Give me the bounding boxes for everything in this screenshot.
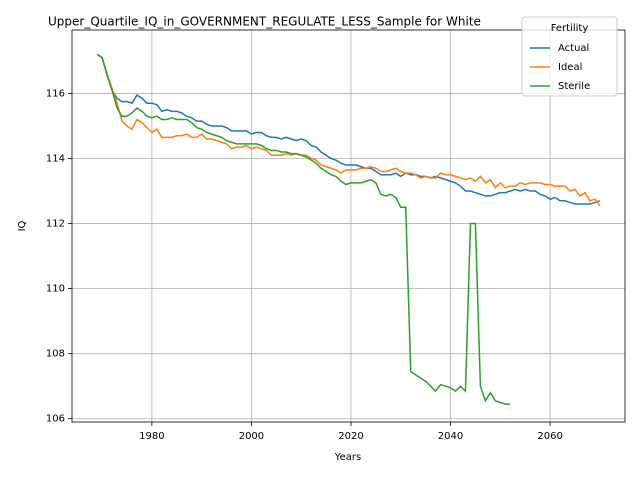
legend-box	[521, 16, 618, 97]
y-tick-label: 114	[46, 153, 65, 164]
y-tick-label: 110	[46, 284, 65, 295]
x-tick-label: 2020	[338, 431, 363, 442]
line-series	[96, 53, 511, 405]
y-tick-label: 116	[46, 88, 65, 99]
line-series	[96, 53, 601, 205]
legend-label: Ideal	[558, 62, 582, 73]
chart-title: Upper_Quartile_IQ_in_GOVERNMENT_REGULATE…	[48, 15, 481, 29]
y-tick-label: 108	[46, 349, 65, 360]
legend-label: Actual	[558, 43, 589, 54]
x-tick-label: 2040	[438, 431, 463, 442]
line-series	[96, 53, 601, 207]
legend-title: Fertility	[551, 23, 589, 34]
plot-frame	[71, 29, 626, 423]
y-axis-label: IQ	[17, 220, 28, 231]
y-tick-label: 112	[46, 219, 65, 230]
legend-label: Sterile	[558, 81, 590, 92]
x-tick-label: 1980	[139, 431, 164, 442]
x-tick-label: 2060	[537, 431, 562, 442]
x-axis-label: Years	[334, 452, 361, 463]
y-tick-label: 106	[46, 414, 65, 425]
x-tick-label: 2000	[239, 431, 264, 442]
